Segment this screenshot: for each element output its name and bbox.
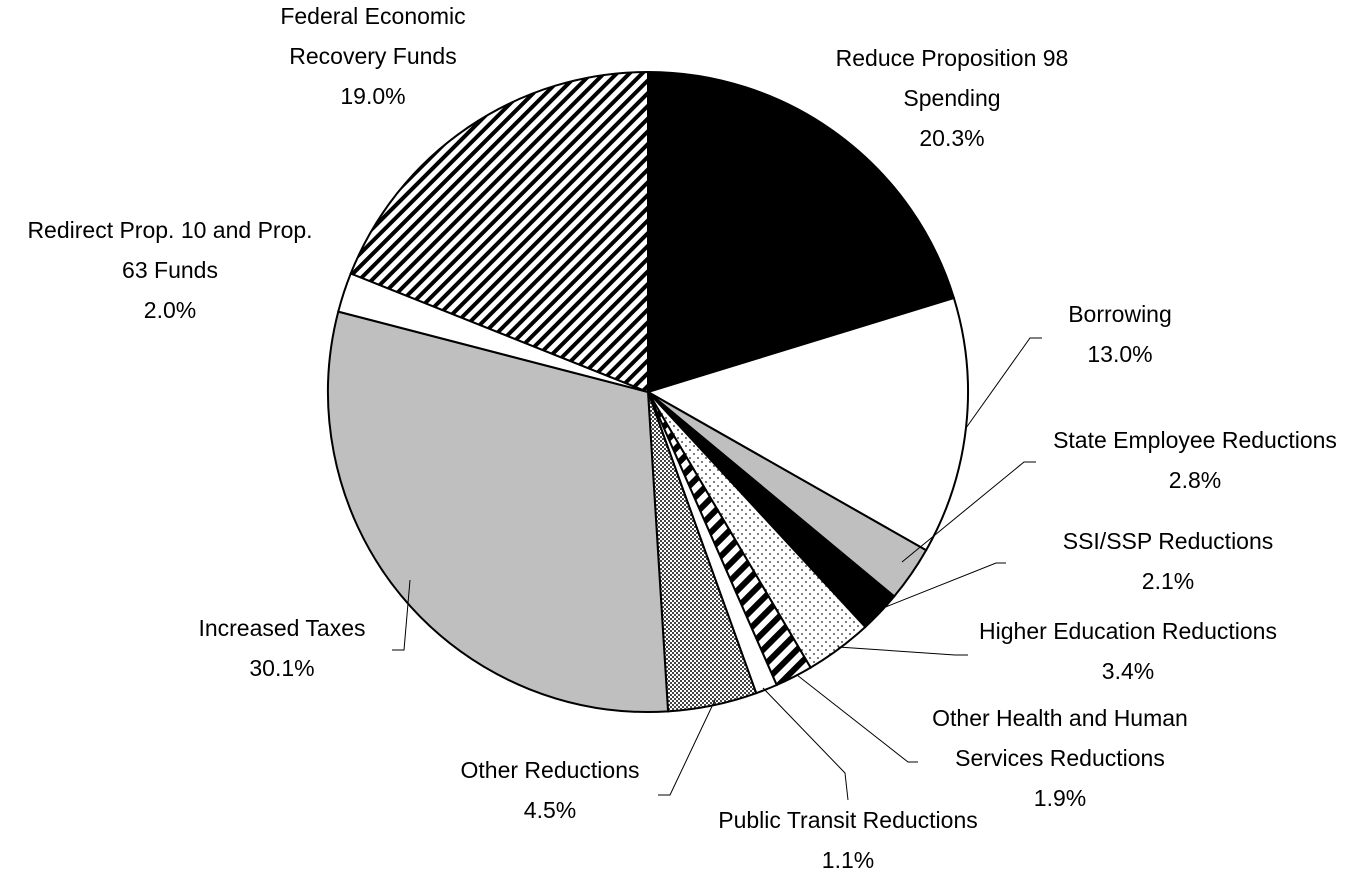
pie-slice	[349, 70, 649, 394]
slice-label: Reduce Proposition 98 Spending	[836, 45, 1069, 111]
slice-label: Other Health and Human Services Reduction…	[932, 705, 1188, 771]
slice-label: Federal Economic Recovery Funds	[280, 3, 465, 69]
value-label: 1.9%	[1034, 785, 1086, 811]
value-label: 3.4%	[1102, 658, 1154, 684]
leader-line	[392, 579, 411, 651]
value-label: 2.8%	[1169, 467, 1221, 493]
value-label: 4.5%	[524, 797, 576, 823]
leader-line	[658, 699, 716, 796]
leader-line	[877, 562, 1006, 611]
slice-label: Other Reductions	[461, 757, 640, 783]
value-label: 2.0%	[144, 297, 196, 323]
pie-slice	[327, 310, 670, 713]
leader-line	[762, 687, 849, 801]
leader-line	[796, 674, 918, 763]
slice-label: State Employee Reductions	[1053, 427, 1337, 453]
value-label: 1.1%	[822, 847, 874, 873]
value-label: 30.1%	[249, 655, 314, 681]
slice-label: Redirect Prop. 10 and Prop. 63 Funds	[27, 217, 312, 283]
value-label: 13.0%	[1087, 341, 1152, 367]
value-label: 19.0%	[340, 83, 405, 109]
slice-label: SSI/SSP Reductions	[1063, 528, 1274, 554]
leader-line	[901, 461, 1036, 563]
pie-slice	[647, 70, 956, 394]
slice-label: Higher Education Reductions	[979, 618, 1277, 644]
slice-label: Increased Taxes	[198, 615, 365, 641]
value-label: 2.1%	[1142, 568, 1194, 594]
slice-label: Borrowing	[1068, 301, 1172, 327]
leader-line	[837, 646, 968, 656]
value-label: 20.3%	[919, 125, 984, 151]
slice-label: Public Transit Reductions	[718, 807, 978, 833]
leader-line	[965, 337, 1042, 429]
